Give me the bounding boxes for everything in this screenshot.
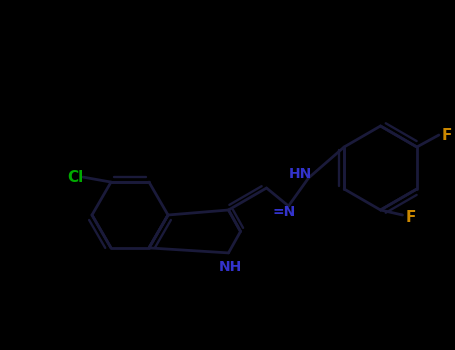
Text: =N: =N xyxy=(273,205,296,219)
Text: HN: HN xyxy=(289,167,312,181)
Text: F: F xyxy=(405,210,416,224)
Text: Cl: Cl xyxy=(67,170,83,184)
Text: F: F xyxy=(442,127,452,142)
Text: NH: NH xyxy=(219,260,242,274)
